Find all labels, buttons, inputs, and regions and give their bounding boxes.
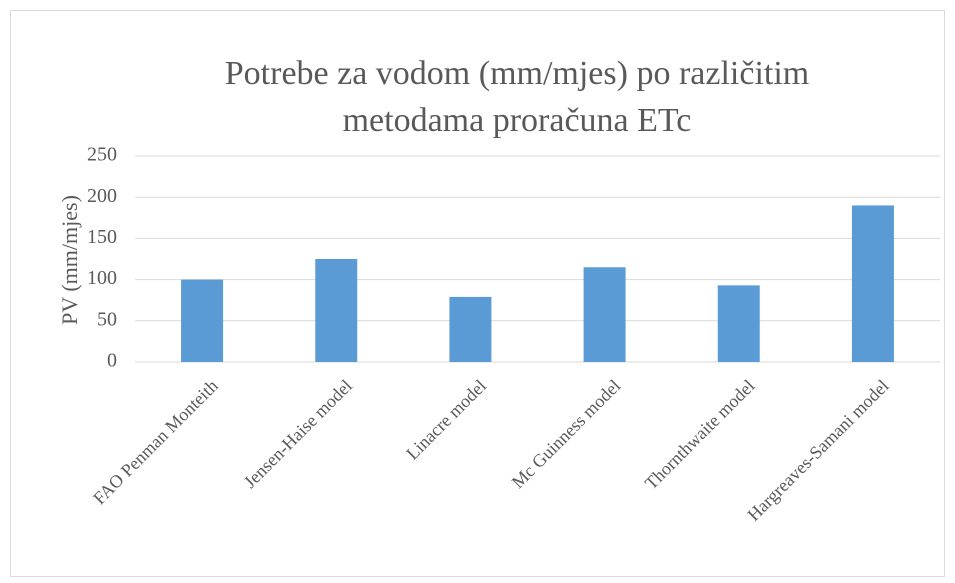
y-tick-label: 100: [87, 267, 117, 289]
y-axis-label: PV (mm/mjes): [57, 195, 82, 325]
y-tick-label: 250: [87, 144, 117, 166]
bar: [851, 205, 894, 362]
y-tick-label: 150: [87, 226, 117, 248]
bar: [449, 296, 492, 362]
x-tick-label: Mc Guinness model: [508, 376, 625, 493]
chart-border: [10, 10, 945, 577]
y-tick-label: 0: [107, 350, 117, 372]
y-tick-label: 50: [97, 308, 117, 330]
x-tick-label: Hargreaves-Samani model: [743, 376, 892, 525]
bar: [315, 259, 358, 362]
x-tick-label: Jensen-Haise model: [240, 376, 356, 492]
y-tick-label: 200: [87, 185, 117, 207]
bar: [181, 279, 224, 362]
chart-title: Potrebe za vodom (mm/mjes) po različitim…: [224, 55, 810, 139]
bar: [717, 285, 760, 362]
x-tick-label: Thornthwaite model: [641, 376, 759, 494]
x-tick-label: FAO Penman Monteith: [89, 376, 222, 509]
x-tick-label: Linacre model: [402, 376, 490, 464]
bar: [583, 267, 626, 362]
